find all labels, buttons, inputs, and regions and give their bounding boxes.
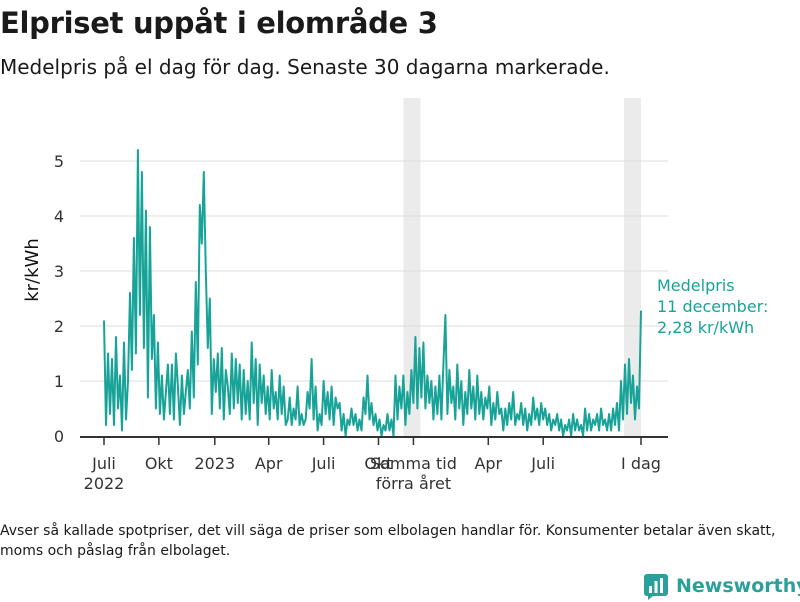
x-tick-label: Samma tid [370,454,457,473]
x-tick-label-line2: förra året [376,474,451,493]
newsworthy-logo-icon [644,574,668,600]
x-tick-label: Okt [364,454,392,473]
x-tick-label: Juli [530,454,555,473]
x-tick-label: Juli [91,454,116,473]
chart-title: Elpriset uppåt i elområde 3 [0,6,438,40]
y-axis-label: kr/kWh [22,238,43,302]
annotation-line-2: 2,28 kr/kWh [657,318,754,337]
chart-subtitle: Medelpris på el dag för dag. Senaste 30 … [0,55,610,79]
brand-name: Newsworthy [676,575,800,597]
x-tick-label: Okt [145,454,173,473]
y-tick-label: 2 [54,317,64,336]
y-tick-label: 4 [54,207,64,226]
chart-container: 0 1 2 3 4 5 kr/kWh Juli 2022 Okt 2023 Apr Juli Okt Sam… [0,90,800,510]
y-tick-label: 0 [54,427,64,446]
highlight-band-1 [624,98,641,436]
footnote: Avser så kallade spotpriser, det vill sä… [0,523,776,559]
x-tick-label: I dag [621,454,661,473]
annotation-line-1: 11 december: [657,297,768,316]
x-tick-label-line2: 2022 [84,474,125,493]
x-tick-label: Apr [255,454,283,473]
brand: Newsworthy [644,570,800,602]
y-tick-label: 3 [54,262,64,281]
x-tick-label: 2023 [194,454,235,473]
y-tick-label: 5 [54,152,64,171]
annotation-line-0: Medelpris [657,276,735,295]
y-tick-label: 1 [54,372,64,391]
price-series-line [103,149,642,437]
x-tick-label: Apr [474,454,502,473]
x-tick-label: Juli [311,454,336,473]
